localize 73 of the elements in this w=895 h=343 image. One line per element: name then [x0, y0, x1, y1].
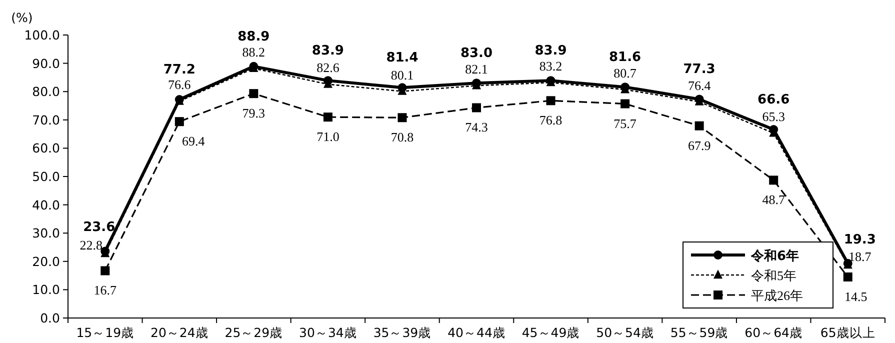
data-label: 66.6: [758, 92, 790, 108]
x-tick-label: 20～24歳: [150, 325, 208, 340]
data-label: 82.6: [316, 60, 340, 76]
y-tick-label: 50.0: [32, 169, 60, 184]
data-label: 18.7: [848, 249, 872, 264]
y-tick-label: 0.0: [40, 310, 60, 326]
y-tick-label: 100.0: [24, 28, 60, 42]
x-tick-label: 45～49歳: [522, 325, 580, 340]
data-label: 80.1: [390, 67, 414, 82]
x-tick-label: 50～54歳: [596, 325, 654, 340]
legend-label: 令和6年: [750, 248, 800, 264]
data-label: 88.9: [238, 29, 270, 44]
point: [472, 103, 481, 112]
data-label: 79.3: [242, 106, 266, 121]
data-label: 65.3: [762, 109, 785, 124]
y-tick-label: 60.0: [32, 140, 60, 156]
data-label: 67.9: [688, 138, 711, 153]
x-tick-label: 25～29歳: [224, 325, 283, 340]
y-axis-title: (%): [11, 10, 33, 25]
point: [174, 117, 184, 126]
data-label: 23.6: [83, 220, 116, 236]
x-tick-label: 65歳以上: [820, 325, 876, 340]
data-label: 77.2: [163, 62, 196, 78]
data-label: 19.3: [844, 232, 876, 248]
data-label: 83.9: [312, 44, 344, 59]
point: [620, 99, 630, 108]
data-label: 14.5: [844, 288, 868, 304]
legend-label: 令和5年: [751, 268, 797, 283]
data-label: 69.4: [182, 134, 206, 149]
y-tick-label: 90.0: [32, 56, 60, 71]
data-label: 76.6: [168, 77, 192, 92]
point: [100, 266, 110, 276]
data-label: 80.7: [614, 66, 637, 81]
data-label: 83.0: [460, 46, 493, 62]
y-tick-label: 80.0: [32, 84, 60, 100]
data-label: 70.8: [390, 130, 414, 145]
data-label: 83.9: [534, 44, 567, 59]
data-label: 22.8: [80, 237, 103, 252]
x-tick-label: 35～39歳: [373, 325, 432, 340]
data-label: 16.7: [94, 282, 118, 298]
point: [249, 89, 258, 98]
data-label: 76.8: [539, 112, 562, 128]
data-label: 74.3: [465, 120, 488, 135]
data-label: 83.2: [539, 58, 562, 74]
data-label: 88.2: [242, 44, 266, 60]
point: [843, 272, 852, 282]
y-tick-label: 10.0: [32, 282, 60, 298]
x-tick-label: 55～59歳: [670, 325, 728, 340]
data-label: 71.0: [316, 129, 340, 144]
point: [769, 125, 778, 134]
point: [398, 113, 407, 122]
y-tick-label: 40.0: [32, 197, 60, 212]
x-tick-label: 15～19歳: [76, 325, 134, 340]
data-label: 76.4: [688, 78, 712, 93]
data-label: 48.7: [762, 192, 786, 208]
point: [769, 176, 778, 185]
point: [323, 76, 332, 86]
x-tick-label: 30～34歳: [299, 325, 357, 340]
x-tick-label: 60～64歳: [744, 325, 802, 340]
point: [694, 121, 704, 130]
y-tick-label: 20.0: [32, 254, 60, 269]
y-tick-label: 30.0: [32, 226, 60, 241]
x-tick-label: 40～44歳: [448, 325, 506, 340]
data-label: 75.7: [614, 116, 637, 131]
point: [398, 83, 407, 92]
data-label: 81.6: [609, 50, 642, 66]
point: [323, 112, 332, 122]
data-label: 77.3: [683, 62, 716, 78]
data-label: 81.4: [386, 50, 418, 66]
data-label: 82.1: [465, 62, 488, 77]
legend-label: 平成26年: [751, 288, 804, 303]
y-tick-label: 70.0: [32, 112, 60, 128]
point: [546, 96, 556, 106]
